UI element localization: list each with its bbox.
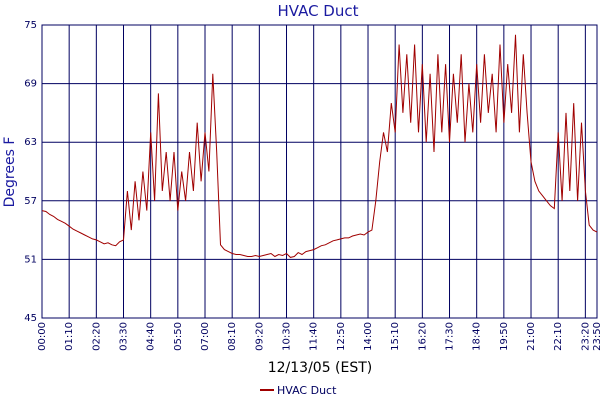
x-tick-label: 23:20 <box>580 322 591 351</box>
x-tick-label: 22:10 <box>553 322 564 351</box>
x-tick-label: 16:20 <box>417 322 428 351</box>
y-tick-label: 69 <box>24 79 37 90</box>
x-tick-label: 04:40 <box>146 322 157 351</box>
y-tick-label: 63 <box>24 137 37 148</box>
x-tick-label: 23:50 <box>592 322 600 351</box>
y-axis-label: Degrees F <box>2 137 18 208</box>
chart-title: HVAC Duct <box>277 2 358 20</box>
x-tick-label: 08:10 <box>227 322 238 351</box>
x-tick-label: 19:50 <box>499 322 510 351</box>
x-tick-label: 15:10 <box>390 322 401 351</box>
x-tick-label: 00:00 <box>37 322 48 351</box>
y-tick-label: 51 <box>24 254 37 265</box>
x-tick-label: 03:30 <box>119 322 130 351</box>
x-tick-label: 01:10 <box>64 322 75 351</box>
x-tick-label: 14:00 <box>363 322 374 351</box>
plot-area <box>41 24 598 319</box>
x-tick-label: 05:50 <box>173 322 184 351</box>
x-tick-label: 09:20 <box>254 322 265 351</box>
x-tick-label: 02:20 <box>91 322 102 351</box>
x-tick-label: 07:00 <box>200 322 211 351</box>
y-tick-label: 57 <box>24 196 37 207</box>
data-line <box>41 34 598 258</box>
x-tick-label: 11:40 <box>309 322 320 351</box>
x-tick-label: 12:50 <box>336 322 347 351</box>
legend-label: HVAC Duct <box>277 384 337 397</box>
y-tick-label: 45 <box>24 313 37 324</box>
x-tick-label: 10:30 <box>282 322 293 351</box>
x-tick-label: 17:30 <box>445 322 456 351</box>
x-tick-label: 21:00 <box>526 322 537 351</box>
x-axis-label: 12/13/05 (EST) <box>268 360 373 376</box>
x-tick-label: 18:40 <box>472 322 483 351</box>
y-tick-label: 75 <box>24 20 37 31</box>
